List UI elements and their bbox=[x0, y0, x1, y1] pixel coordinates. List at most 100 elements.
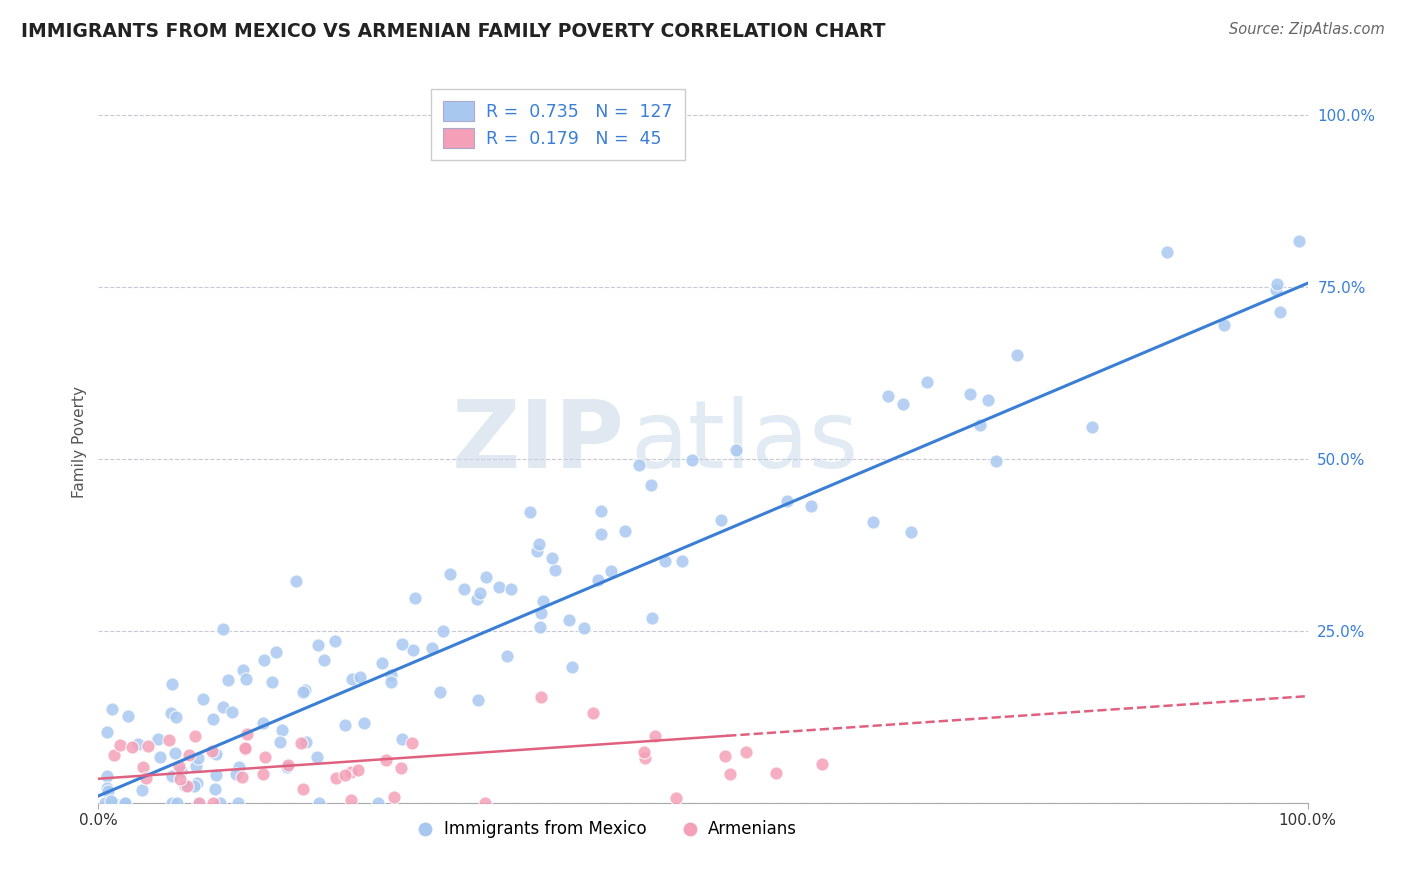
Point bbox=[465, 591, 488, 606]
Point bbox=[236, 727, 259, 741]
Point bbox=[1288, 234, 1310, 248]
Point bbox=[713, 749, 735, 764]
Point bbox=[312, 653, 335, 667]
Point bbox=[391, 731, 413, 746]
Point bbox=[294, 682, 316, 697]
Point bbox=[169, 772, 191, 786]
Point bbox=[167, 758, 190, 772]
Point bbox=[439, 566, 461, 581]
Text: IMMIGRANTS FROM MEXICO VS ARMENIAN FAMILY POVERTY CORRELATION CHART: IMMIGRANTS FROM MEXICO VS ARMENIAN FAMIL… bbox=[21, 22, 886, 41]
Point bbox=[526, 544, 548, 558]
Point bbox=[97, 784, 120, 798]
Point bbox=[665, 790, 688, 805]
Point bbox=[633, 745, 655, 759]
Point bbox=[291, 781, 314, 796]
Point bbox=[1213, 318, 1236, 332]
Point bbox=[342, 672, 364, 686]
Point bbox=[160, 706, 183, 721]
Point bbox=[734, 745, 756, 759]
Point bbox=[1265, 277, 1288, 291]
Point bbox=[292, 684, 315, 698]
Point bbox=[290, 736, 312, 750]
Point bbox=[404, 591, 426, 606]
Point bbox=[588, 573, 610, 587]
Point bbox=[599, 564, 621, 578]
Point bbox=[453, 582, 475, 596]
Point bbox=[121, 740, 143, 755]
Point bbox=[201, 712, 224, 726]
Point bbox=[160, 796, 183, 810]
Point bbox=[96, 781, 118, 796]
Point bbox=[634, 750, 657, 764]
Point bbox=[131, 783, 153, 797]
Point bbox=[591, 527, 613, 541]
Point bbox=[811, 756, 834, 771]
Point bbox=[101, 702, 124, 716]
Point bbox=[193, 692, 215, 706]
Point bbox=[671, 554, 693, 568]
Point bbox=[183, 779, 205, 793]
Point bbox=[340, 793, 363, 807]
Point bbox=[231, 771, 253, 785]
Point bbox=[226, 796, 249, 810]
Point bbox=[165, 746, 187, 760]
Point bbox=[235, 672, 257, 686]
Y-axis label: Family Poverty: Family Poverty bbox=[72, 385, 87, 498]
Point bbox=[501, 582, 523, 596]
Text: atlas: atlas bbox=[630, 395, 859, 488]
Point bbox=[349, 670, 371, 684]
Point bbox=[225, 767, 247, 781]
Point bbox=[305, 750, 328, 764]
Point bbox=[205, 768, 228, 782]
Point bbox=[1156, 245, 1178, 260]
Point bbox=[862, 515, 884, 529]
Point bbox=[308, 796, 330, 810]
Point bbox=[591, 504, 613, 518]
Point bbox=[187, 796, 209, 810]
Point bbox=[335, 718, 357, 732]
Point bbox=[174, 779, 197, 793]
Point bbox=[640, 611, 662, 625]
Point bbox=[776, 493, 799, 508]
Point bbox=[1268, 305, 1291, 319]
Point bbox=[529, 620, 551, 634]
Point bbox=[307, 638, 329, 652]
Point bbox=[201, 796, 224, 810]
Point bbox=[96, 769, 118, 783]
Point bbox=[474, 796, 496, 810]
Point bbox=[212, 622, 235, 636]
Point bbox=[374, 753, 396, 767]
Point bbox=[114, 796, 136, 810]
Point bbox=[429, 685, 451, 699]
Point bbox=[468, 586, 491, 600]
Point bbox=[475, 570, 498, 584]
Point bbox=[333, 767, 356, 781]
Point bbox=[1005, 348, 1028, 362]
Point bbox=[103, 796, 125, 810]
Point bbox=[900, 524, 922, 539]
Point bbox=[720, 767, 742, 781]
Point bbox=[228, 760, 250, 774]
Point bbox=[221, 706, 243, 720]
Point bbox=[353, 716, 375, 731]
Point bbox=[533, 594, 555, 608]
Point bbox=[527, 537, 550, 551]
Point bbox=[276, 759, 298, 773]
Point bbox=[201, 744, 224, 758]
Point bbox=[262, 675, 284, 690]
Point bbox=[233, 741, 256, 756]
Point bbox=[384, 789, 406, 804]
Point bbox=[710, 513, 733, 527]
Point bbox=[148, 749, 170, 764]
Point bbox=[371, 656, 394, 670]
Point bbox=[654, 554, 676, 568]
Point bbox=[232, 663, 254, 677]
Point bbox=[183, 729, 205, 743]
Point bbox=[323, 633, 346, 648]
Point bbox=[253, 653, 276, 667]
Point bbox=[277, 758, 299, 772]
Point bbox=[380, 675, 402, 690]
Point bbox=[162, 677, 184, 691]
Point bbox=[148, 732, 170, 747]
Point bbox=[100, 794, 122, 808]
